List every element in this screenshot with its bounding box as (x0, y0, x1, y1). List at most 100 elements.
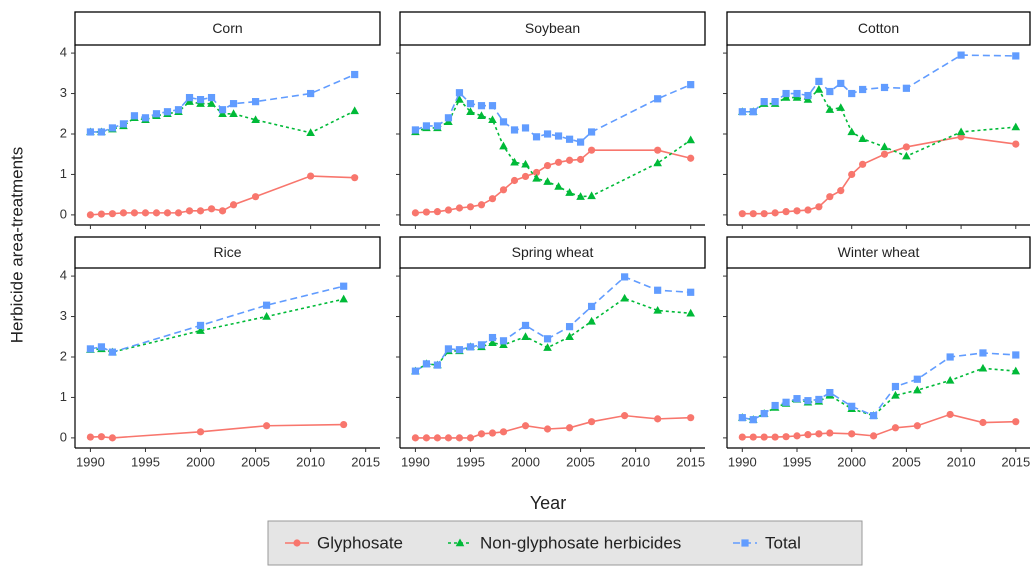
facet-strip (74, 236, 381, 269)
legend-box (267, 520, 863, 566)
data-point (576, 155, 585, 164)
data-point (108, 348, 117, 356)
data-point (488, 102, 497, 110)
data-point (185, 93, 194, 102)
series-line (415, 414, 691, 439)
data-point (488, 115, 497, 124)
data-point (477, 341, 486, 349)
data-point (422, 122, 431, 130)
series-line (90, 73, 355, 133)
data-point (782, 398, 790, 406)
data-point (1011, 366, 1021, 375)
data-point (521, 321, 530, 330)
data-point (174, 106, 183, 114)
data-point (477, 430, 486, 438)
data-point (251, 98, 260, 106)
data-point (130, 112, 139, 120)
facet-title: Soybean (525, 20, 580, 36)
data-point (307, 172, 315, 180)
data-point (350, 106, 359, 115)
data-point (804, 431, 812, 439)
data-point (771, 401, 779, 410)
data-point (466, 343, 475, 351)
data-point (979, 418, 987, 427)
data-point (760, 433, 768, 441)
y-tick-label: 2 (60, 125, 67, 140)
data-point (207, 93, 216, 102)
y-tick-label: 1 (60, 389, 67, 404)
data-point (891, 390, 900, 399)
facet-title: Spring wheat (512, 244, 594, 260)
data-point (521, 172, 530, 181)
data-point (86, 128, 95, 136)
series-line (414, 297, 691, 372)
facet-strip (726, 11, 1031, 46)
data-point (543, 335, 552, 343)
data-point (554, 182, 563, 190)
data-point (554, 158, 563, 166)
data-point (565, 323, 574, 331)
data-point (340, 420, 348, 429)
data-point (620, 293, 629, 302)
data-point (621, 273, 629, 281)
data-point (488, 338, 497, 347)
data-point (411, 434, 420, 442)
data-point (196, 96, 205, 104)
data-point (956, 127, 966, 136)
data-point (422, 434, 431, 442)
data-point (686, 308, 695, 317)
data-point (532, 133, 541, 141)
data-point (521, 332, 530, 340)
data-point (826, 429, 834, 437)
facet-title: Rice (213, 244, 241, 260)
series-line (90, 285, 344, 353)
data-point (455, 204, 464, 212)
data-point (185, 207, 194, 215)
data-point (587, 302, 596, 311)
facet-strip (74, 11, 381, 46)
series-line (742, 54, 1016, 113)
data-point (891, 424, 900, 432)
data-point (119, 120, 128, 128)
data-point (848, 430, 856, 438)
data-point (771, 98, 779, 106)
data-point (262, 422, 271, 430)
data-point (532, 173, 541, 182)
x-tick-label: 2015 (1001, 454, 1030, 469)
data-point (848, 402, 856, 410)
data-point (340, 282, 348, 290)
data-point (880, 83, 889, 92)
data-point (913, 422, 921, 430)
facet-title: Cotton (858, 20, 899, 36)
data-point (97, 343, 106, 351)
data-point (499, 118, 508, 126)
data-point (760, 98, 768, 106)
data-point (826, 87, 834, 96)
data-point (444, 434, 453, 442)
data-point (97, 128, 106, 136)
data-point (499, 141, 508, 150)
data-point (1012, 52, 1020, 60)
data-point (587, 146, 596, 154)
data-point (477, 201, 486, 209)
data-point (196, 321, 205, 330)
data-point (444, 114, 453, 122)
data-point (738, 414, 746, 422)
data-point (565, 156, 574, 164)
data-point (466, 434, 475, 442)
data-point (565, 424, 574, 432)
data-point (543, 161, 552, 170)
x-tick-label: 2005 (892, 454, 921, 469)
series-line (742, 352, 1016, 421)
series-line (742, 136, 1016, 215)
data-point (847, 127, 857, 136)
data-point (466, 107, 475, 115)
data-point (587, 418, 596, 426)
data-point (411, 126, 420, 134)
x-tick-label: 1995 (783, 454, 812, 469)
data-point (455, 434, 464, 442)
data-point (848, 170, 856, 179)
data-point (152, 209, 161, 217)
y-tick-label: 4 (60, 268, 67, 283)
data-point (97, 433, 106, 441)
